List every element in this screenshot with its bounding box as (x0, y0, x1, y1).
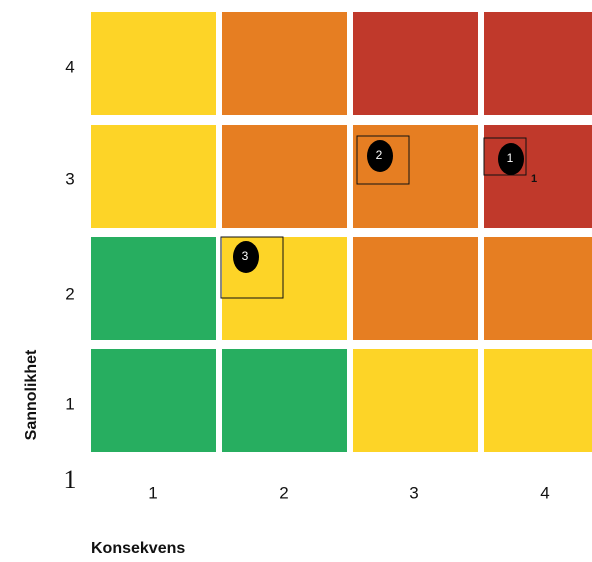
matrix-cell-1-4 (91, 12, 216, 115)
y-tick-label-3: 3 (65, 169, 74, 188)
risk-marker-dot-3 (233, 241, 259, 273)
matrix-cell-1-2 (91, 237, 216, 340)
risk-marker-sublabel-1: 1 (531, 173, 537, 185)
matrix-cell-3-2 (353, 237, 478, 340)
x-tick-label-1: 1 (148, 483, 157, 502)
matrix-cell-2-4 (222, 12, 347, 115)
risk-marker-box-1 (483, 137, 527, 176)
matrix-cell-1-3 (91, 125, 216, 228)
y-tick-label-2: 2 (65, 284, 74, 303)
risk-marker-1: 11 (483, 137, 537, 185)
x-tick-label-2: 2 (279, 483, 288, 502)
y-tick-label-4: 4 (65, 57, 74, 76)
matrix-cells (91, 12, 592, 452)
matrix-cell-4-1 (484, 349, 592, 452)
risk-marker-dot-1 (498, 143, 524, 175)
matrix-cell-3-1 (353, 349, 478, 452)
x-axis-title: Konsekvens (91, 540, 185, 557)
x-tick-labels: 1 2 3 4 (148, 483, 549, 502)
risk-marker-label-2: 2 (376, 148, 383, 162)
risk-marker-3: 3 (220, 236, 284, 299)
risk-marker-box-2 (356, 135, 410, 185)
x-tick-label-4: 4 (540, 483, 549, 502)
matrix-cell-4-3 (484, 125, 592, 228)
corner-label: 1 (64, 465, 77, 494)
matrix-cell-2-1 (222, 349, 347, 452)
matrix-cell-4-2 (484, 237, 592, 340)
y-tick-label-1: 1 (65, 394, 74, 413)
matrix-cell-1-1 (91, 349, 216, 452)
risk-marker-label-1: 1 (507, 151, 514, 165)
risk-marker-dot-2 (367, 140, 393, 172)
x-tick-label-3: 3 (409, 483, 418, 502)
matrix-cell-3-3 (353, 125, 478, 228)
y-axis-title: Sannolikhet (23, 349, 40, 440)
risk-marker-label-3: 3 (242, 249, 249, 263)
y-tick-labels: 4 3 2 1 (65, 57, 74, 413)
matrix-cell-3-4 (353, 12, 478, 115)
risk-marker-2: 2 (356, 135, 410, 185)
matrix-cell-4-4 (484, 12, 592, 115)
matrix-cell-2-3 (222, 125, 347, 228)
risk-marker-box-3 (220, 236, 284, 299)
